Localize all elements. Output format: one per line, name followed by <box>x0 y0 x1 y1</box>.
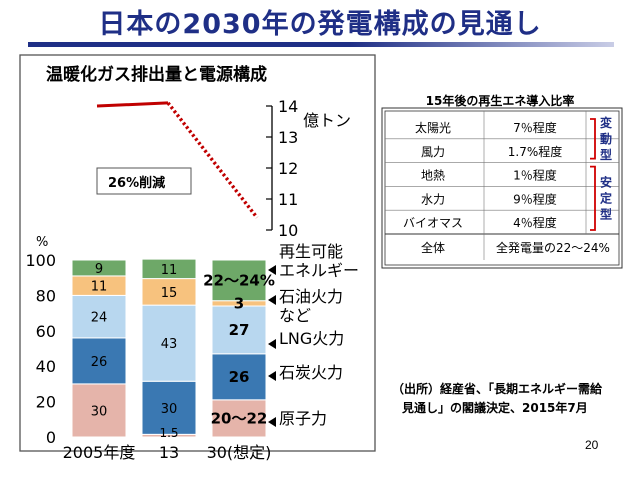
legend-pointer <box>268 265 276 275</box>
y-tick-label: 20 <box>36 393 56 412</box>
reduction-callout-box <box>96 167 192 195</box>
bar-data-label: 27 <box>229 321 250 339</box>
generation-mix-bar-chart: % 0 20 40 60 80 100 30 26 24 11 9 1.5 30 43 15 11 20～22… <box>25 235 359 462</box>
y-tick-label: 40 <box>36 357 56 376</box>
bar-data-label: 9 <box>95 262 103 277</box>
legend-pointer <box>268 295 276 305</box>
y-tick-label: 60 <box>36 322 56 341</box>
emissions-tick-label: 11 <box>278 190 298 209</box>
legend-pointer <box>268 339 276 349</box>
renewable-table-title: 15年後の再生エネ導入比率 <box>425 94 575 108</box>
bar-data-label: 30 <box>161 402 178 417</box>
emissions-unit-label: 億トン <box>303 111 351 130</box>
bar-data-label: 26 <box>229 368 250 386</box>
bar-data-label: 15 <box>161 286 178 301</box>
legend-label: 原子力 <box>279 409 327 428</box>
legend-pointer <box>268 417 276 427</box>
x-category-label: 13 <box>159 443 179 462</box>
emissions-line-chart: 10 11 12 13 14 億トン 26%削減 <box>96 97 351 240</box>
slide-title: 日本の2030年の発電構成の見通し <box>98 9 542 40</box>
emissions-tick-label: 12 <box>278 159 298 178</box>
emissions-line-actual <box>96 101 169 108</box>
emissions-tick-label: 13 <box>278 128 298 147</box>
bar-data-label: 1.5 <box>159 426 178 440</box>
bar-segment <box>71 294 127 339</box>
bar-data-label: 24 <box>91 311 108 326</box>
source-note: （出所）経産省、「長期エネルギー需給 見通し」の閣議決定、2015年7月 <box>392 380 632 418</box>
bar-segment <box>211 305 267 355</box>
y-tick-label: 100 <box>25 251 56 270</box>
legend-label: エネルギー <box>279 261 359 280</box>
bar-data-label: 26 <box>91 355 108 370</box>
bar-data-label: 3 <box>234 294 244 312</box>
emissions-tick-label: 10 <box>278 221 298 240</box>
bar-segment <box>141 258 197 280</box>
title-rule <box>28 42 614 47</box>
percent-axis-label: % <box>36 235 48 250</box>
chart-title: 温暖化ガス排出量と電源構成 <box>46 64 267 85</box>
legend-label: 石炭火力 <box>279 363 343 382</box>
bar-data-label: 22～24% <box>203 271 275 289</box>
legend-label: など <box>279 306 311 325</box>
reduction-callout-text: 26%削減 <box>108 175 165 191</box>
legend-pointer <box>268 371 276 381</box>
legend-label: 再生可能 <box>279 242 343 261</box>
bar-segment <box>211 259 267 302</box>
bar-data-label: 11 <box>161 263 178 278</box>
x-category-label: 30(想定) <box>207 443 272 462</box>
source-line-1: （出所）経産省、「長期エネルギー需給 <box>392 382 603 396</box>
bar-segment <box>71 337 127 385</box>
legend-label: 石油火力 <box>279 287 343 306</box>
x-category-label: 2005年度 <box>63 443 136 462</box>
page-number: 20 <box>585 438 599 452</box>
bar-segment <box>71 259 127 277</box>
source-line-2: 見通し」の閣議決定、2015年7月 <box>402 401 588 415</box>
y-tick-label: 0 <box>46 428 56 447</box>
y-tick-label: 80 <box>36 286 56 305</box>
bar-data-label: 30 <box>91 404 108 419</box>
emissions-tick-label: 14 <box>278 97 298 116</box>
bar-data-label: 20～22 <box>211 409 268 427</box>
emissions-line-projected <box>166 101 259 219</box>
legend-label: LNG火力 <box>279 329 344 348</box>
bar-data-label: 11 <box>91 280 108 295</box>
bar-data-label: 43 <box>161 337 178 352</box>
bar-segment <box>141 278 197 306</box>
bar-segment <box>141 304 197 382</box>
bar-segment <box>211 399 267 438</box>
